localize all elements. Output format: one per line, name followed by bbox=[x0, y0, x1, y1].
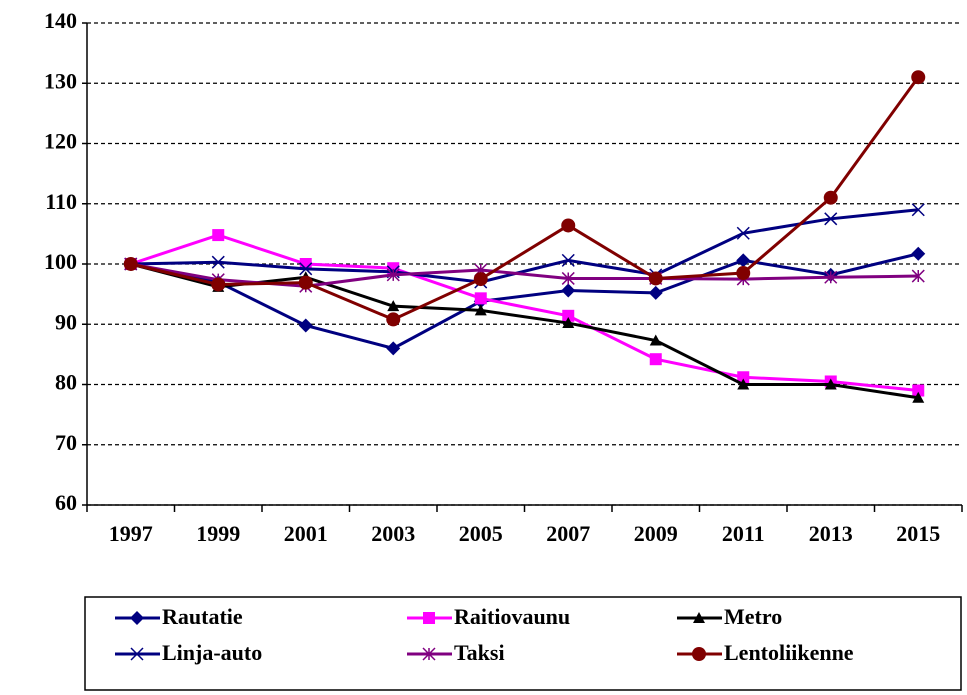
marker bbox=[298, 318, 313, 333]
marker bbox=[561, 283, 576, 298]
y-tick-label: 130 bbox=[44, 68, 77, 93]
legend-label: Metro bbox=[724, 604, 782, 629]
legend-label: Rautatie bbox=[162, 604, 243, 629]
marker bbox=[130, 647, 144, 661]
legend-box bbox=[84, 596, 962, 691]
marker bbox=[736, 226, 750, 240]
x-tick-label: 2011 bbox=[722, 521, 765, 546]
x-tick-label: 2013 bbox=[809, 521, 853, 546]
marker bbox=[912, 384, 925, 397]
series-line bbox=[130, 76, 920, 322]
marker bbox=[473, 272, 488, 287]
y-tick-label: 120 bbox=[44, 129, 77, 154]
legend-label: Taksi bbox=[454, 640, 505, 665]
marker bbox=[824, 212, 838, 226]
marker bbox=[387, 300, 400, 312]
marker bbox=[299, 258, 312, 270]
legend-label: Raitiovaunu bbox=[454, 604, 570, 629]
marker bbox=[649, 334, 662, 346]
marker bbox=[562, 317, 575, 329]
series-line bbox=[130, 252, 919, 350]
series-line bbox=[130, 208, 919, 284]
marker bbox=[386, 268, 400, 282]
x-tick-label: 1999 bbox=[196, 521, 240, 546]
marker bbox=[911, 70, 926, 85]
marker bbox=[824, 378, 837, 390]
marker bbox=[649, 353, 662, 366]
marker bbox=[912, 391, 925, 403]
marker bbox=[911, 246, 926, 261]
marker bbox=[474, 304, 487, 316]
x-tick-label: 2009 bbox=[634, 521, 678, 546]
marker bbox=[736, 253, 751, 268]
marker bbox=[212, 229, 225, 242]
y-tick-label: 110 bbox=[45, 189, 77, 214]
marker bbox=[299, 262, 313, 276]
legend-label: Lentoliikenne bbox=[724, 640, 854, 665]
marker bbox=[561, 218, 576, 233]
x-tick-label: 2005 bbox=[459, 521, 503, 546]
x-tick-label: 2001 bbox=[284, 521, 328, 546]
marker bbox=[911, 269, 925, 283]
marker bbox=[423, 612, 435, 624]
marker bbox=[561, 271, 575, 285]
x-tick-label: 2015 bbox=[896, 521, 940, 546]
marker bbox=[386, 341, 401, 356]
marker bbox=[211, 277, 226, 292]
marker bbox=[386, 312, 401, 327]
y-tick-label: 90 bbox=[55, 309, 77, 334]
marker bbox=[474, 292, 487, 305]
marker bbox=[298, 275, 313, 290]
marker bbox=[736, 266, 751, 281]
x-tick-label: 2003 bbox=[371, 521, 415, 546]
marker bbox=[130, 611, 144, 625]
legend-label: Linja-auto bbox=[162, 640, 262, 665]
marker bbox=[737, 378, 750, 390]
marker bbox=[693, 612, 705, 623]
marker bbox=[562, 309, 575, 322]
y-tick-label: 100 bbox=[44, 249, 77, 274]
y-tick-label: 140 bbox=[44, 8, 77, 33]
marker bbox=[823, 190, 838, 205]
marker bbox=[648, 285, 663, 300]
marker bbox=[692, 647, 706, 661]
y-tick-label: 60 bbox=[55, 490, 77, 515]
marker bbox=[824, 270, 838, 284]
marker bbox=[911, 203, 925, 217]
y-tick-label: 80 bbox=[55, 370, 77, 395]
series-line bbox=[130, 233, 919, 393]
marker bbox=[648, 271, 663, 286]
marker bbox=[123, 257, 138, 271]
x-tick-label: 2007 bbox=[546, 521, 590, 546]
x-tick-label: 1997 bbox=[109, 521, 153, 546]
marker bbox=[737, 371, 750, 384]
y-tick-label: 70 bbox=[55, 430, 77, 455]
marker bbox=[211, 255, 225, 269]
marker bbox=[422, 647, 436, 661]
marker bbox=[561, 253, 575, 267]
